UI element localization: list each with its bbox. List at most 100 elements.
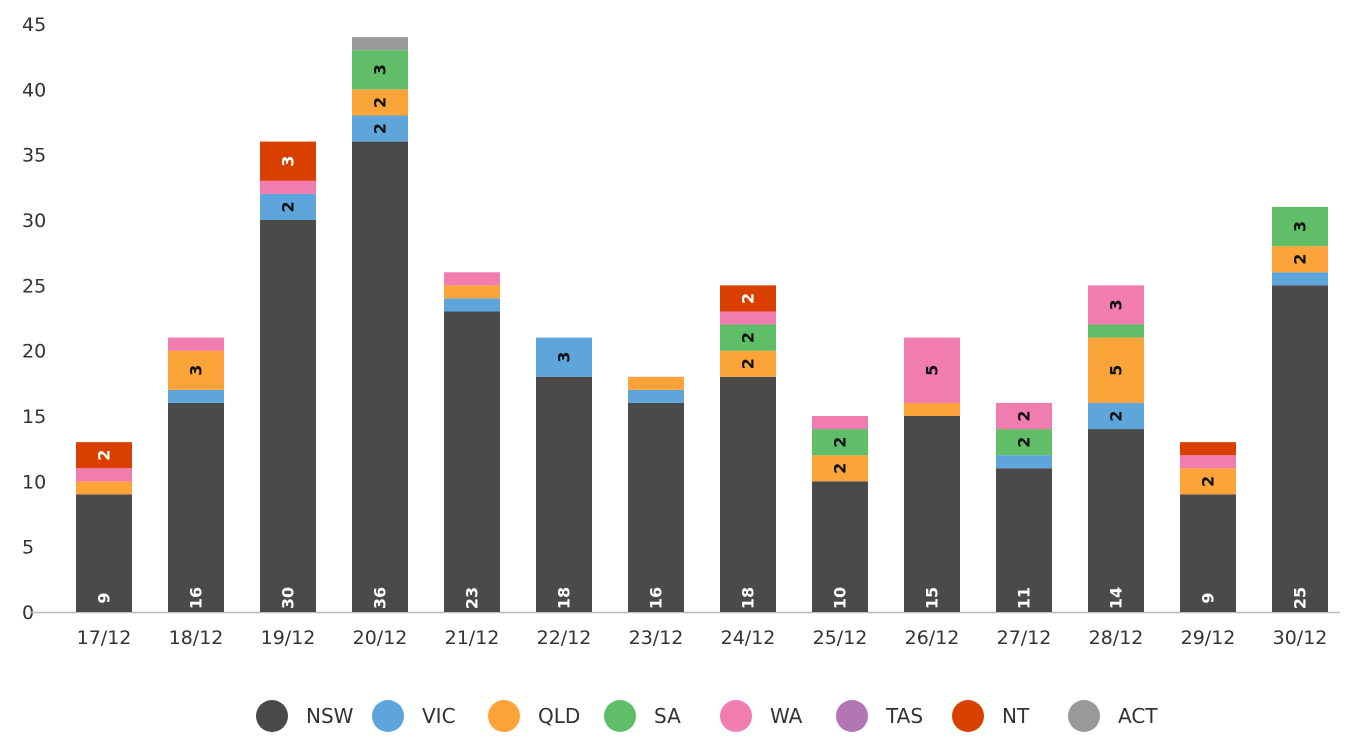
bar-segment-nsw [1272, 285, 1328, 612]
data-label: 16 [187, 587, 206, 609]
bar-segment-nt [720, 285, 776, 312]
bar-stack: 16 [628, 376, 684, 612]
data-label: 2 [95, 450, 114, 461]
data-label: 2 [739, 332, 758, 343]
legend-item-tas[interactable]: TAS [836, 700, 923, 732]
data-label: 15 [923, 587, 942, 609]
bar-stack: 14 2 5 3 [1088, 285, 1144, 612]
legend-label: TAS [885, 704, 923, 728]
legend-item-act[interactable]: ACT [1068, 700, 1158, 732]
bar-stack: 92 [76, 442, 132, 612]
x-tick-label: 27/12 [997, 627, 1052, 649]
bar-segment-qld [812, 455, 868, 482]
bar-segment-wa [1180, 455, 1236, 469]
data-label: 23 [463, 587, 482, 609]
legend-label: ACT [1118, 704, 1158, 728]
y-tick-label: 30 [22, 210, 46, 232]
x-tick-label: 30/12 [1273, 627, 1328, 649]
bar-segment-qld [628, 376, 684, 390]
x-tick-label: 23/12 [629, 627, 684, 649]
bar-segment-nsw [720, 376, 776, 612]
bar-segment-sa [996, 429, 1052, 456]
bar-segment-wa [76, 468, 132, 482]
bar-segment-qld [352, 89, 408, 116]
legend-swatch [720, 700, 752, 732]
y-tick-label: 15 [22, 406, 46, 428]
bar-segment-qld [1088, 337, 1144, 403]
legend-swatch [488, 700, 520, 732]
data-label: 3 [1291, 221, 1310, 232]
bar-stack: 10 2 2 [812, 416, 868, 612]
bar-segment-nt [260, 141, 316, 181]
bar-segment-qld [1272, 246, 1328, 273]
data-label: 2 [1015, 437, 1034, 448]
bar-segment-sa [720, 324, 776, 351]
bar-segment-sa [1088, 324, 1144, 338]
data-label: 11 [1015, 587, 1034, 609]
bar-segment-wa [720, 311, 776, 325]
bar-segment-nsw [536, 376, 592, 612]
legend-item-nt[interactable]: NT [952, 700, 1030, 732]
x-tick-label: 26/12 [905, 627, 960, 649]
x-tick-label: 24/12 [721, 627, 776, 649]
legend-label: SA [654, 704, 681, 728]
bar-segment-wa [812, 416, 868, 430]
legend-swatch [836, 700, 868, 732]
legend-item-wa[interactable]: WA [720, 700, 803, 732]
x-tick-label: 20/12 [353, 627, 408, 649]
data-label: 2 [831, 463, 850, 474]
y-axis: 0 5 10 15 20 25 30 35 40 45 [22, 14, 46, 624]
data-label: 2 [371, 123, 390, 134]
bar-stack: 36 2 2 3 [352, 37, 408, 612]
bar-segment-nt [76, 442, 132, 469]
bar-segment-nsw [628, 402, 684, 612]
bar-segment-nt [1180, 442, 1236, 456]
bar-segment-nsw [1180, 494, 1236, 612]
x-tick-label: 25/12 [813, 627, 868, 649]
bar-segment-qld [1180, 468, 1236, 495]
x-tick-label: 19/12 [261, 627, 316, 649]
legend-swatch [952, 700, 984, 732]
bar-segment-vic [536, 337, 592, 377]
bar-segment-qld [720, 350, 776, 377]
legend: NSW VIC QLD SA WA TAS NT ACT [256, 700, 1158, 732]
x-axis: 17/12 18/12 19/12 20/12 21/12 22/12 23/12 24/12… [30, 611, 1340, 649]
data-label: 18 [555, 587, 574, 609]
bar-segment-sa [1272, 206, 1328, 247]
bar-segment-qld [168, 350, 224, 390]
x-tick-label: 18/12 [169, 627, 224, 649]
data-label: 30 [279, 587, 298, 609]
legend-item-nsw[interactable]: NSW [256, 700, 354, 732]
x-tick-label: 17/12 [77, 627, 132, 649]
y-tick-label: 5 [22, 537, 34, 559]
data-label: 2 [371, 97, 390, 108]
data-label: 2 [739, 358, 758, 369]
data-label: 14 [1107, 587, 1126, 609]
bar-segment-wa [168, 337, 224, 351]
bar-segment-wa [1088, 285, 1144, 325]
bar-segment-nsw [904, 416, 960, 612]
bar-segment-nsw [996, 468, 1052, 612]
legend-item-vic[interactable]: VIC [372, 700, 456, 732]
data-label: 10 [831, 587, 850, 609]
legend-item-qld[interactable]: QLD [488, 700, 580, 732]
y-tick-label: 45 [22, 14, 46, 36]
data-label: 2 [739, 293, 758, 304]
bar-segment-wa [996, 402, 1052, 430]
bar-stack: 30 2 3 [260, 141, 316, 612]
x-tick-label: 21/12 [445, 627, 500, 649]
bar-stack: 11 2 2 [996, 402, 1052, 612]
legend-label: NSW [306, 704, 354, 728]
x-tick-label: 28/12 [1089, 627, 1144, 649]
legend-item-sa[interactable]: SA [604, 700, 681, 732]
bar-segment-nsw [352, 141, 408, 612]
bar-stack: 18 2 2 2 [720, 285, 776, 612]
data-label: 2 [1199, 476, 1218, 487]
bar-segment-nsw [76, 494, 132, 612]
bar-segment-nsw [1088, 429, 1144, 612]
y-tick-label: 40 [22, 79, 46, 101]
data-label: 9 [1199, 592, 1218, 603]
